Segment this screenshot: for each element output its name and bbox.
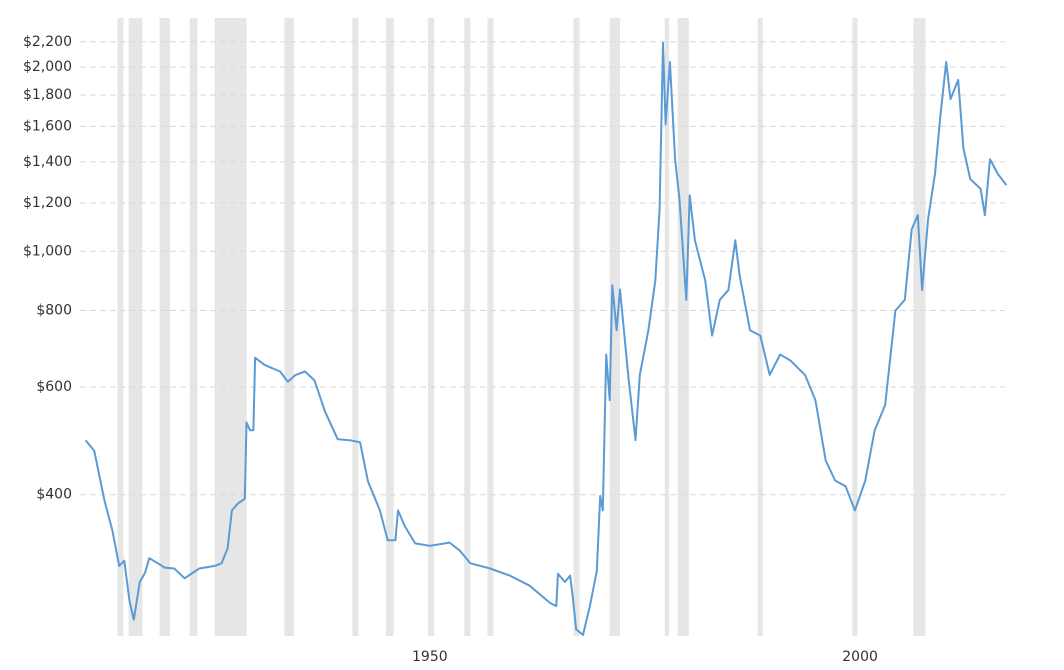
recession-band (159, 18, 170, 636)
y-tick-label: $1,800 (23, 87, 72, 103)
y-tick-label: $2,200 (23, 34, 72, 50)
recession-band (757, 18, 763, 636)
recession-band (487, 18, 494, 636)
y-tick-label: $800 (36, 303, 72, 319)
recession-band (428, 18, 435, 636)
y-tick-label: $1,400 (23, 154, 72, 170)
recession-band (214, 18, 247, 636)
y-tick-label: $1,200 (23, 195, 72, 211)
x-tick-label: 1950 (412, 649, 448, 665)
recession-band (573, 18, 580, 636)
y-tick-label: $1,600 (23, 118, 72, 134)
recession-band (189, 18, 198, 636)
recession-band (677, 18, 689, 636)
y-tick-label: $2,000 (23, 59, 72, 75)
recession-band (284, 18, 294, 636)
y-tick-label: $1,000 (23, 243, 72, 259)
recession-band (464, 18, 471, 636)
recession-band (913, 18, 926, 636)
recession-band (352, 18, 359, 636)
recession-band (609, 18, 621, 636)
y-tick-label: $600 (36, 379, 72, 395)
y-tick-label: $400 (36, 487, 72, 503)
recession-band (385, 18, 394, 636)
recession-band (852, 18, 858, 636)
recession-band (664, 18, 670, 636)
price-line (84, 42, 1008, 636)
recession-band (117, 18, 124, 636)
recession-band (128, 18, 143, 636)
x-tick-label: 2000 (842, 649, 878, 665)
